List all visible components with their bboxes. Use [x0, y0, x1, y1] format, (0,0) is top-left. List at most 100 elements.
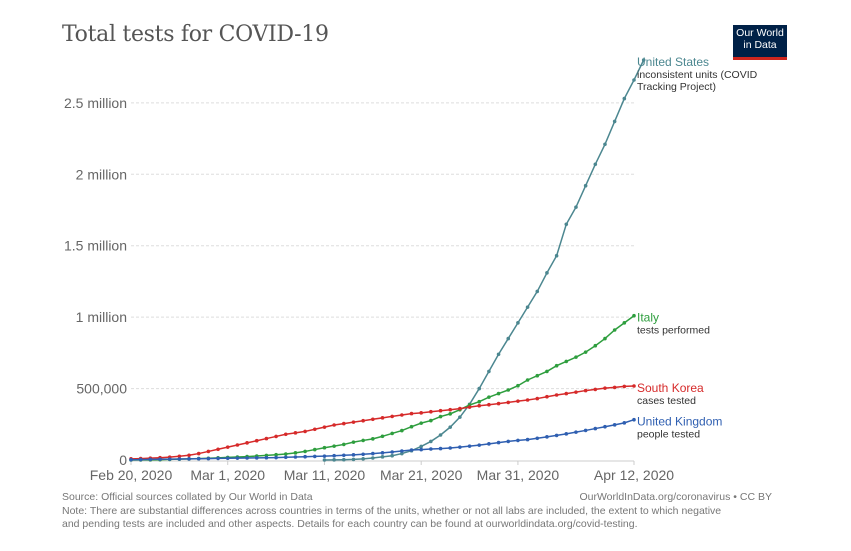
data-point[interactable] — [332, 423, 336, 427]
data-point[interactable] — [632, 417, 636, 422]
license-link[interactable]: OurWorldInData.org/coronavirus • CC BY — [579, 491, 772, 503]
data-point[interactable] — [516, 383, 520, 388]
data-point[interactable] — [380, 451, 385, 455]
data-point[interactable] — [506, 336, 511, 341]
data-point[interactable] — [487, 395, 491, 399]
data-point[interactable] — [506, 400, 511, 405]
series-united-states[interactable] — [322, 58, 646, 462]
data-point[interactable] — [390, 414, 394, 419]
data-point[interactable] — [593, 387, 598, 392]
data-point[interactable] — [487, 442, 491, 446]
data-point[interactable] — [545, 369, 549, 374]
data-point[interactable] — [525, 305, 530, 309]
series-united-kingdom[interactable] — [129, 417, 636, 462]
data-point[interactable] — [409, 411, 414, 416]
data-point[interactable] — [419, 444, 423, 449]
data-point[interactable] — [177, 454, 182, 459]
data-point[interactable] — [496, 391, 501, 396]
data-point[interactable] — [564, 391, 569, 396]
data-point[interactable] — [564, 359, 569, 364]
data-point[interactable] — [419, 411, 423, 415]
data-point[interactable] — [603, 424, 607, 429]
data-point[interactable] — [371, 437, 375, 441]
data-point[interactable] — [496, 440, 501, 445]
data-point[interactable] — [593, 426, 598, 431]
data-point[interactable] — [477, 403, 482, 408]
data-point[interactable] — [283, 455, 288, 460]
data-point[interactable] — [438, 408, 443, 413]
data-point[interactable] — [148, 457, 153, 462]
data-point[interactable] — [574, 430, 578, 434]
data-point[interactable] — [535, 373, 540, 378]
series-italy[interactable] — [129, 313, 636, 462]
data-point[interactable] — [603, 386, 607, 390]
data-point[interactable] — [312, 454, 317, 459]
data-point[interactable] — [448, 407, 453, 412]
data-point[interactable] — [477, 399, 482, 404]
data-point[interactable] — [467, 405, 472, 409]
data-point[interactable] — [487, 402, 491, 407]
data-point[interactable] — [235, 456, 240, 460]
data-point[interactable] — [274, 434, 278, 439]
data-point[interactable] — [564, 222, 569, 227]
data-point[interactable] — [438, 414, 443, 419]
data-point[interactable] — [303, 449, 307, 454]
data-point[interactable] — [438, 433, 443, 437]
data-point[interactable] — [351, 453, 356, 457]
data-point[interactable] — [400, 428, 404, 433]
data-point[interactable] — [554, 253, 559, 258]
data-point[interactable] — [429, 418, 433, 423]
data-point[interactable] — [264, 436, 269, 441]
data-point[interactable] — [361, 418, 365, 423]
data-point[interactable] — [564, 432, 569, 436]
data-point[interactable] — [419, 421, 423, 425]
data-point[interactable] — [516, 321, 520, 325]
data-point[interactable] — [583, 183, 588, 188]
data-point[interactable] — [574, 205, 578, 209]
data-point[interactable] — [448, 446, 453, 450]
data-point[interactable] — [312, 447, 317, 452]
data-point[interactable] — [487, 369, 491, 374]
data-point[interactable] — [177, 457, 182, 461]
data-point[interactable] — [622, 321, 627, 325]
data-point[interactable] — [129, 457, 133, 462]
data-point[interactable] — [264, 455, 269, 460]
data-point[interactable] — [409, 448, 414, 452]
data-point[interactable] — [612, 423, 617, 427]
data-point[interactable] — [622, 384, 627, 389]
data-point[interactable] — [458, 415, 462, 419]
data-point[interactable] — [322, 425, 327, 429]
data-point[interactable] — [506, 388, 511, 392]
data-point[interactable] — [167, 457, 172, 461]
data-point[interactable] — [371, 456, 375, 460]
series-south-korea[interactable] — [129, 384, 636, 461]
data-point[interactable] — [361, 457, 365, 461]
data-point[interactable] — [293, 455, 298, 459]
data-point[interactable] — [371, 451, 375, 456]
data-point[interactable] — [235, 443, 240, 447]
data-point[interactable] — [380, 416, 385, 420]
data-point[interactable] — [554, 393, 559, 397]
data-point[interactable] — [196, 451, 201, 456]
data-point[interactable] — [496, 352, 501, 357]
data-point[interactable] — [390, 453, 394, 458]
data-point[interactable] — [361, 452, 365, 457]
data-point[interactable] — [506, 439, 511, 444]
data-point[interactable] — [245, 456, 249, 460]
data-point[interactable] — [342, 453, 346, 458]
data-point[interactable] — [525, 437, 530, 442]
data-point[interactable] — [535, 396, 540, 401]
data-point[interactable] — [419, 447, 423, 452]
data-point[interactable] — [187, 457, 191, 461]
data-point[interactable] — [390, 450, 394, 454]
data-point[interactable] — [216, 456, 220, 461]
data-point[interactable] — [525, 398, 530, 402]
data-point[interactable] — [429, 439, 433, 444]
data-point[interactable] — [574, 390, 578, 394]
data-point[interactable] — [254, 456, 259, 460]
data-point[interactable] — [583, 428, 588, 433]
data-point[interactable] — [448, 412, 453, 416]
data-point[interactable] — [574, 355, 578, 359]
data-point[interactable] — [400, 413, 404, 417]
data-point[interactable] — [545, 394, 549, 399]
